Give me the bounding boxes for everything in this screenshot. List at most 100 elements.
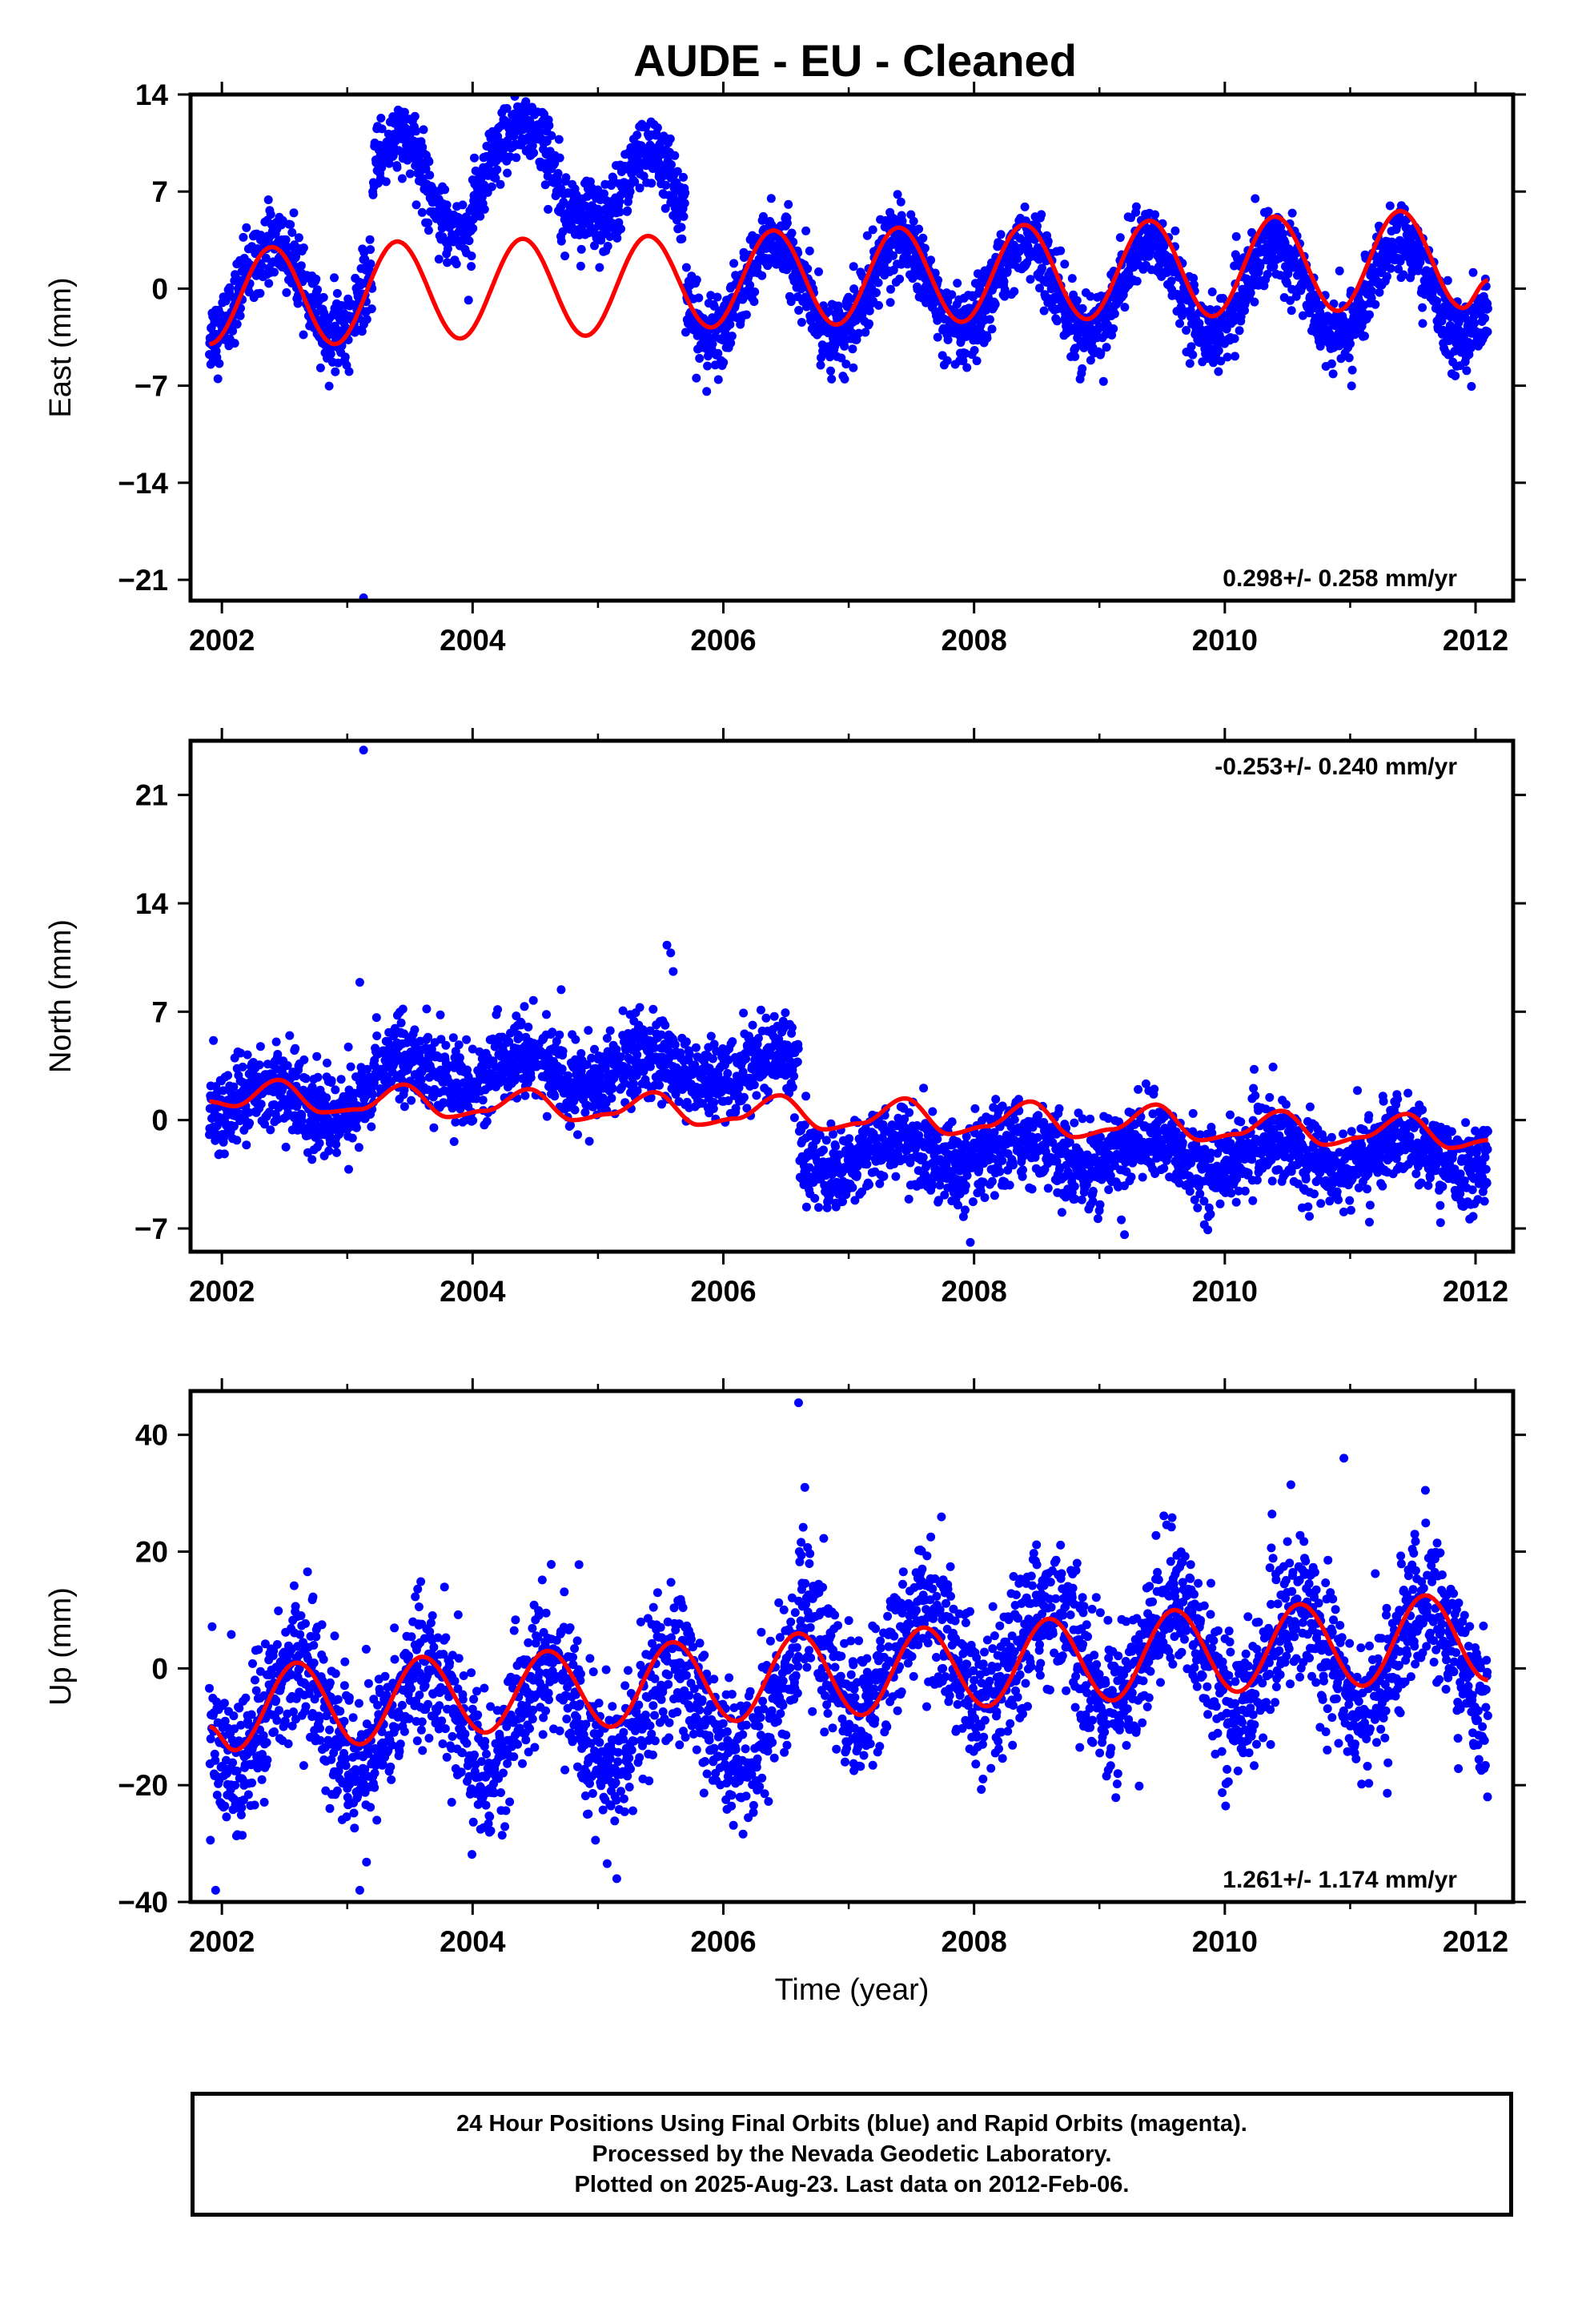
data-point [816, 360, 825, 370]
data-point [464, 236, 474, 246]
data-point [1306, 283, 1315, 293]
data-point [486, 134, 496, 143]
data-point [909, 216, 918, 226]
data-point [372, 1031, 382, 1040]
data-point [713, 375, 723, 384]
data-point [930, 268, 940, 278]
data-point [1418, 319, 1427, 328]
data-point [886, 284, 895, 294]
data-point [1315, 341, 1325, 351]
data-point [1247, 227, 1256, 237]
data-point [608, 1084, 617, 1093]
data-point [831, 1142, 840, 1152]
data-point [1432, 296, 1442, 306]
data-point [1231, 352, 1239, 361]
data-point [1287, 284, 1297, 294]
data-point [1443, 275, 1452, 285]
data-point [896, 197, 905, 207]
data-point [311, 275, 321, 283]
data-point [422, 1004, 432, 1014]
x-tick-label: 2002 [189, 624, 255, 657]
data-point [1115, 233, 1125, 243]
data-point [361, 1092, 371, 1101]
data-point [436, 1035, 446, 1044]
data-point [467, 251, 476, 261]
data-point [873, 278, 883, 287]
data-point [547, 131, 556, 140]
data-point [607, 1093, 616, 1103]
data-point [1470, 319, 1480, 328]
data-point [287, 227, 297, 237]
data-point [1275, 271, 1285, 280]
data-point [269, 1088, 279, 1096]
data-point [365, 235, 375, 244]
data-point [803, 264, 813, 274]
data-point [363, 1064, 372, 1074]
data-point [463, 1065, 472, 1075]
data-point [635, 1003, 644, 1012]
data-point [491, 174, 500, 183]
data-point [449, 1137, 459, 1146]
data-point [448, 1033, 458, 1043]
data-point [228, 326, 238, 336]
data-point [1078, 304, 1087, 313]
data-point [229, 1082, 239, 1092]
data-point [819, 1145, 828, 1155]
data-point [605, 1026, 615, 1035]
data-point [1037, 210, 1046, 219]
data-point [661, 180, 671, 190]
data-point [344, 1164, 353, 1174]
data-point [1206, 305, 1215, 314]
data-point [1468, 267, 1478, 277]
data-point [407, 1096, 416, 1105]
data-point [1467, 382, 1476, 391]
data-point [748, 1020, 757, 1030]
data-point [555, 153, 564, 163]
data-point [1287, 306, 1296, 316]
data-point [1098, 376, 1108, 386]
data-point [826, 366, 835, 376]
data-point [327, 1076, 336, 1085]
data-point [1067, 274, 1077, 283]
data-point [810, 1193, 820, 1203]
data-point [987, 324, 997, 334]
data-point [443, 244, 452, 254]
data-point [487, 182, 496, 191]
data-point [677, 234, 687, 243]
data-point [550, 159, 560, 168]
data-point [434, 255, 444, 264]
data-point [412, 200, 421, 210]
data-point [566, 1120, 575, 1130]
data-point [1186, 342, 1196, 352]
x-tick-label: 2012 [1443, 624, 1508, 657]
data-point [429, 1123, 439, 1132]
data-point [496, 179, 505, 189]
data-point [623, 206, 632, 215]
data-point [670, 1039, 680, 1049]
data-point [681, 263, 691, 272]
data-point [749, 1080, 759, 1090]
data-point [285, 1031, 295, 1040]
data-point [512, 1011, 521, 1021]
data-point [570, 1105, 580, 1115]
data-point [368, 1090, 378, 1100]
data-point [416, 1075, 426, 1084]
data-point [263, 195, 273, 204]
data-point [558, 227, 568, 236]
data-point [209, 1035, 219, 1045]
data-point [706, 1031, 716, 1041]
data-point [540, 180, 550, 190]
data-point [605, 232, 615, 241]
data-point [417, 207, 427, 217]
data-point [996, 230, 1006, 239]
data-point [1216, 356, 1226, 366]
data-point [255, 1042, 265, 1051]
data-point [805, 1163, 814, 1172]
data-point [289, 208, 299, 218]
data-point [467, 262, 476, 271]
data-point [1451, 371, 1460, 380]
data-point [616, 224, 625, 234]
data-point [708, 1054, 717, 1063]
plot-area [205, 94, 1492, 601]
data-point [1110, 309, 1119, 319]
